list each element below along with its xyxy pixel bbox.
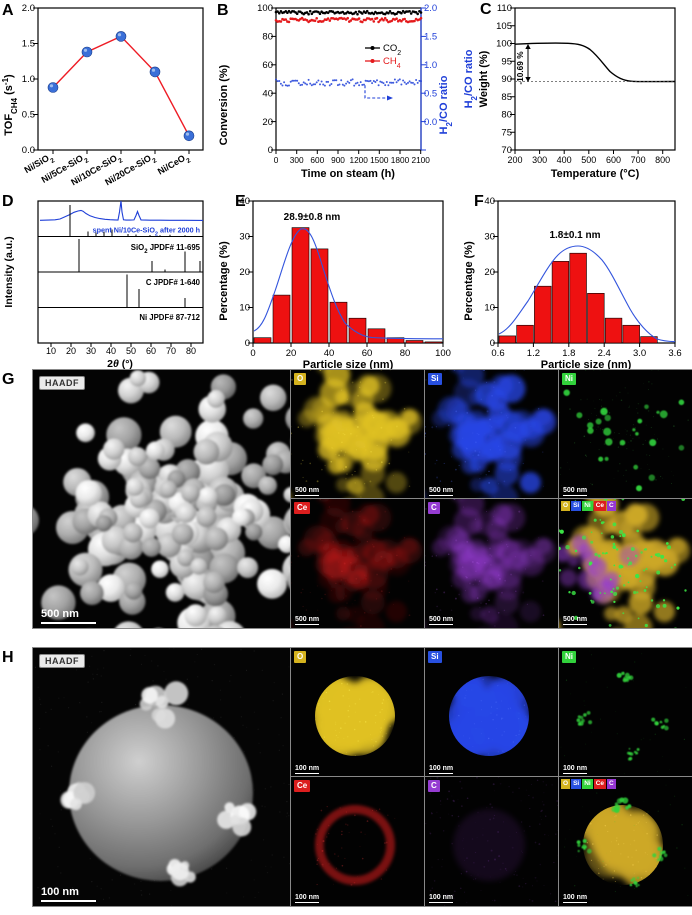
svg-text:100: 100	[496, 39, 512, 50]
svg-text:Percentage (%): Percentage (%)	[218, 241, 230, 321]
svg-text:40: 40	[106, 346, 116, 356]
svg-text:10: 10	[46, 346, 56, 356]
svg-text:110: 110	[497, 3, 512, 14]
svg-text:0: 0	[250, 348, 255, 359]
svg-text:300: 300	[532, 155, 547, 165]
svg-text:H2/CO ratio: H2/CO ratio	[438, 75, 454, 134]
svg-text:200: 200	[507, 155, 522, 165]
svg-text:300: 300	[290, 155, 304, 165]
svg-text:Temperature (°C): Temperature (°C)	[551, 168, 640, 180]
svg-text:-10.69 %: -10.69 %	[515, 51, 525, 85]
svg-text:20: 20	[262, 117, 273, 128]
svg-text:1500: 1500	[370, 155, 389, 165]
svg-text:0.0: 0.0	[424, 117, 437, 128]
svg-text:60: 60	[262, 60, 273, 71]
svg-text:1800: 1800	[391, 155, 410, 165]
svg-text:Weight (%): Weight (%)	[478, 50, 490, 107]
svg-text:1200: 1200	[349, 155, 368, 165]
svg-text:0.5: 0.5	[424, 89, 437, 100]
svg-text:400: 400	[557, 155, 572, 165]
svg-text:Ni JPDF# 87-712: Ni JPDF# 87-712	[139, 313, 200, 322]
svg-text:70: 70	[166, 346, 176, 356]
svg-text:H2/CO ratio: H2/CO ratio	[463, 49, 479, 108]
svg-text:Intensity (a.u.): Intensity (a.u.)	[3, 236, 15, 307]
svg-text:600: 600	[310, 155, 324, 165]
svg-text:1.8±0.1 nm: 1.8±0.1 nm	[549, 230, 600, 241]
svg-text:105: 105	[496, 21, 512, 32]
svg-text:40: 40	[324, 348, 335, 359]
svg-text:3.6: 3.6	[668, 348, 681, 359]
svg-text:0: 0	[274, 155, 279, 165]
svg-text:900: 900	[331, 155, 345, 165]
svg-text:2.4: 2.4	[598, 348, 611, 359]
svg-text:100: 100	[257, 3, 273, 14]
svg-text:0.6: 0.6	[491, 348, 504, 359]
svg-text:2100: 2100	[411, 155, 430, 165]
svg-text:30: 30	[86, 346, 96, 356]
svg-text:Percentage (%): Percentage (%)	[463, 241, 475, 321]
svg-text:100: 100	[435, 348, 451, 359]
svg-text:80: 80	[400, 348, 411, 359]
svg-text:600: 600	[606, 155, 621, 165]
svg-text:40: 40	[262, 89, 273, 100]
svg-text:28.9±0.8 nm: 28.9±0.8 nm	[284, 212, 341, 223]
svg-text:60: 60	[362, 348, 373, 359]
svg-text:Time on steam (h): Time on steam (h)	[301, 168, 395, 180]
svg-text:Conversion (%): Conversion (%)	[218, 64, 230, 145]
svg-text:1.2: 1.2	[527, 348, 540, 359]
svg-text:20: 20	[286, 348, 297, 359]
svg-text:CO2: CO2	[383, 43, 401, 57]
svg-text:60: 60	[146, 346, 156, 356]
svg-text:1.8: 1.8	[562, 348, 575, 359]
svg-text:500: 500	[581, 155, 596, 165]
svg-text:spent Ni/10Ce-SiO2 after 2000: spent Ni/10Ce-SiO2 after 2000 h	[93, 226, 200, 238]
svg-text:CH4: CH4	[383, 56, 401, 70]
svg-text:50: 50	[126, 346, 136, 356]
svg-text:TOFCH4 (s-1): TOFCH4 (s-1)	[1, 74, 19, 136]
svg-text:1.0: 1.0	[424, 60, 437, 71]
svg-text:700: 700	[631, 155, 646, 165]
svg-text:800: 800	[655, 155, 670, 165]
svg-text:80: 80	[186, 346, 196, 356]
svg-text:3.0: 3.0	[633, 348, 646, 359]
svg-text:20: 20	[66, 346, 76, 356]
svg-text:SiO2 JPDF# 11-695: SiO2 JPDF# 11-695	[131, 243, 201, 255]
svg-text:C JPDF# 1-640: C JPDF# 1-640	[146, 278, 201, 287]
svg-text:Ni/CeO2: Ni/CeO2	[156, 151, 192, 180]
